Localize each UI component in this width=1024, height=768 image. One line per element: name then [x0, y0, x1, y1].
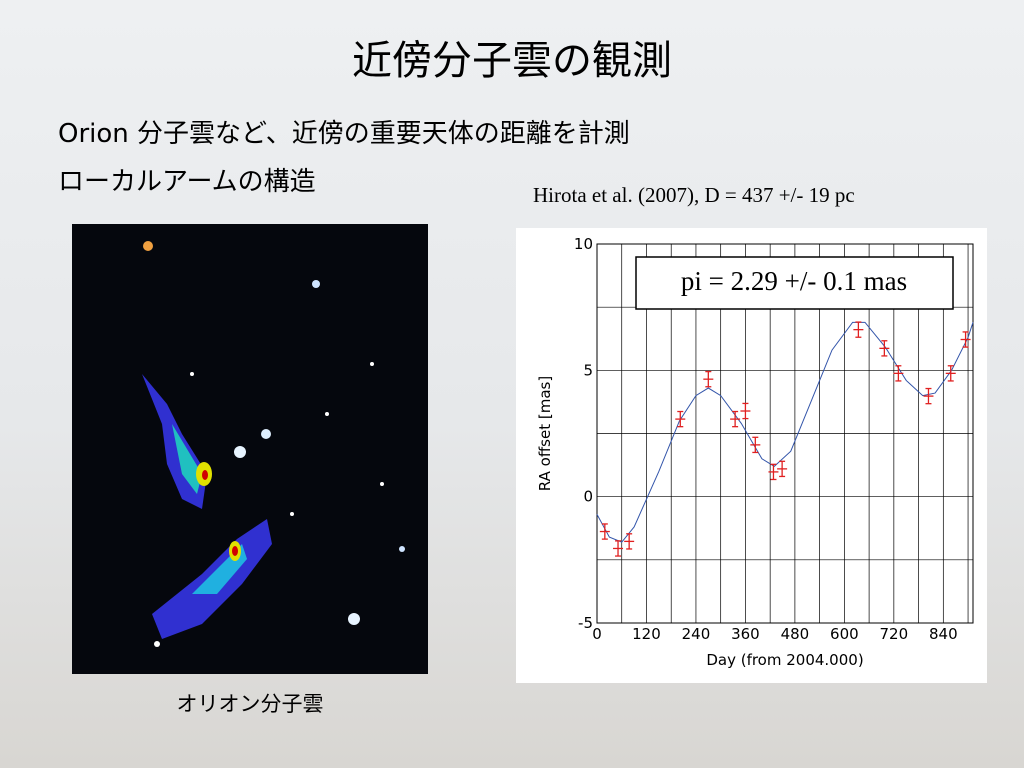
data-point	[893, 365, 904, 382]
y-tick-label: -5	[578, 614, 593, 632]
data-point	[599, 523, 610, 540]
data-point	[960, 331, 971, 348]
x-tick-label: 360	[731, 625, 760, 643]
data-point	[703, 370, 714, 388]
annotation-box	[635, 256, 954, 310]
x-tick-label: 720	[880, 625, 909, 643]
data-point	[777, 460, 788, 478]
data-point	[879, 340, 890, 357]
data-point	[740, 402, 751, 420]
data-point	[853, 321, 864, 338]
y-tick-label: 10	[574, 235, 593, 253]
x-tick-label: 600	[830, 625, 859, 643]
x-tick-label: 0	[592, 625, 602, 643]
data-point	[730, 410, 741, 428]
x-tick-label: 840	[929, 625, 958, 643]
slide-title: 近傍分子雲の観測	[352, 38, 672, 84]
orion-image	[72, 224, 428, 674]
data-point	[613, 540, 624, 557]
citation: Hirota et al. (2007), D = 437 +/- 19 pc	[533, 183, 855, 207]
y-tick-label: 0	[583, 488, 593, 506]
annotation: pi = 2.29 +/- 0.1 mas	[681, 266, 907, 296]
plot-frame	[596, 243, 974, 624]
data-point	[750, 436, 761, 454]
x-tick-label: 480	[781, 625, 810, 643]
data-point	[923, 387, 934, 405]
y-tick-label: 5	[583, 361, 593, 379]
fit-line	[596, 321, 974, 543]
x-axis-label: Day (from 2004.000)	[706, 651, 863, 669]
data-point	[945, 365, 956, 382]
image-caption: オリオン分子雲	[176, 692, 324, 716]
data-point	[675, 410, 686, 428]
bullet: Orion 分子雲など、近傍の重要天体の距離を計測	[58, 119, 630, 149]
data-point	[624, 533, 635, 550]
bullet: ローカルアームの構造	[58, 167, 316, 197]
x-tick-label: 120	[632, 625, 661, 643]
data-point	[768, 463, 779, 481]
x-tick-label: 240	[682, 625, 711, 643]
y-axis-label: RA offset [mas]	[536, 376, 554, 491]
